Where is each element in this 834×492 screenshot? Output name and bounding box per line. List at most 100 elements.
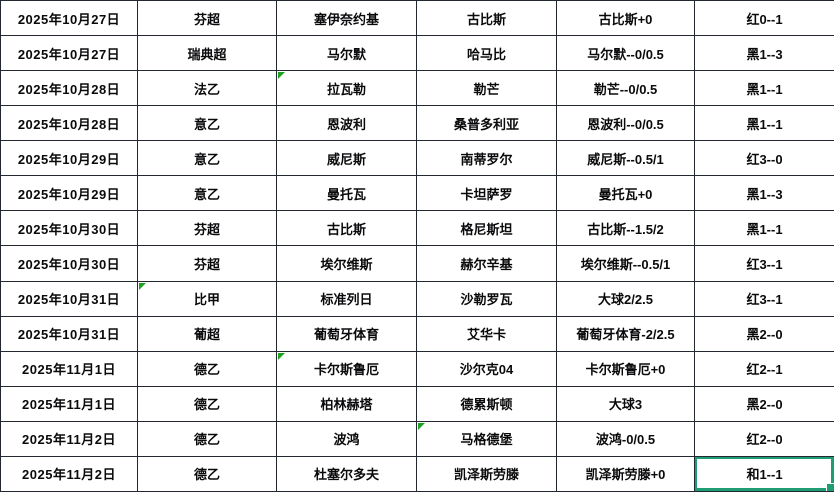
cell-home[interactable]: 塞伊奈约基	[276, 0, 417, 37]
cell-date[interactable]: 2025年10月27日	[0, 0, 138, 37]
cell-date[interactable]: 2025年10月30日	[0, 245, 138, 282]
table-row: 2025年11月1日 德乙 柏林赫塔 德累斯顿 大球3 黑2--0	[0, 385, 834, 422]
cell-handicap[interactable]: 马尔默--0/0.5	[556, 35, 695, 72]
cell-handicap[interactable]: 恩波利--0/0.5	[556, 105, 695, 142]
selected-cell-result[interactable]: 和1--1	[694, 455, 834, 492]
table-row: 2025年11月2日 德乙 杜塞尔多夫 凯泽斯劳滕 凯泽斯劳滕+0 和1--1	[0, 455, 834, 492]
cell-away[interactable]: 艾华卡	[416, 315, 557, 352]
table-row: 2025年10月27日 芬超 塞伊奈约基 古比斯 古比斯+0 红0--1	[0, 0, 834, 37]
cell-result[interactable]: 黑2--0	[694, 385, 834, 422]
cell-away[interactable]: 凯泽斯劳滕	[416, 455, 557, 492]
cell-home[interactable]: 柏林赫塔	[276, 385, 417, 422]
cell-league[interactable]: 比甲	[137, 280, 277, 317]
cell-date[interactable]: 2025年10月28日	[0, 105, 138, 142]
cell-away[interactable]: 沙尔克04	[416, 350, 557, 387]
cell-result[interactable]: 黑2--0	[694, 315, 834, 352]
cell-result[interactable]: 黑1--3	[694, 175, 834, 212]
cell-date[interactable]: 2025年10月28日	[0, 70, 138, 107]
cell-home[interactable]: 波鸿	[276, 420, 417, 457]
cell-home[interactable]: 古比斯	[276, 210, 417, 247]
cell-league[interactable]: 德乙	[137, 420, 277, 457]
cell-home[interactable]: 埃尔维斯	[276, 245, 417, 282]
table-row: 2025年10月27日 瑞典超 马尔默 哈马比 马尔默--0/0.5 黑1--3	[0, 35, 834, 72]
table-row: 2025年10月30日 芬超 古比斯 格尼斯坦 古比斯--1.5/2 黑1--1	[0, 210, 834, 247]
cell-away[interactable]: 古比斯	[416, 0, 557, 37]
table-row: 2025年10月31日 比甲 标准列日 沙勒罗瓦 大球2/2.5 红3--1	[0, 280, 834, 317]
cell-league[interactable]: 瑞典超	[137, 35, 277, 72]
cell-handicap[interactable]: 凯泽斯劳滕+0	[556, 455, 695, 492]
cell-handicap[interactable]: 卡尔斯鲁厄+0	[556, 350, 695, 387]
cell-home[interactable]: 卡尔斯鲁厄	[276, 350, 417, 387]
cell-date[interactable]: 2025年11月2日	[0, 455, 138, 492]
cell-away[interactable]: 赫尔辛基	[416, 245, 557, 282]
cell-away[interactable]: 沙勒罗瓦	[416, 280, 557, 317]
cell-date[interactable]: 2025年10月31日	[0, 315, 138, 352]
cell-home[interactable]: 曼托瓦	[276, 175, 417, 212]
cell-league[interactable]: 芬超	[137, 210, 277, 247]
cell-league[interactable]: 芬超	[137, 245, 277, 282]
cell-result[interactable]: 黑1--3	[694, 35, 834, 72]
cell-league[interactable]: 意乙	[137, 140, 277, 177]
cell-away[interactable]: 马格德堡	[416, 420, 557, 457]
cell-date[interactable]: 2025年11月1日	[0, 350, 138, 387]
cell-handicap[interactable]: 埃尔维斯--0.5/1	[556, 245, 695, 282]
cell-away[interactable]: 卡坦萨罗	[416, 175, 557, 212]
cell-league[interactable]: 德乙	[137, 455, 277, 492]
cell-home[interactable]: 葡萄牙体育	[276, 315, 417, 352]
cell-date[interactable]: 2025年10月27日	[0, 35, 138, 72]
cell-away[interactable]: 德累斯顿	[416, 385, 557, 422]
cell-away[interactable]: 哈马比	[416, 35, 557, 72]
cell-result[interactable]: 黑1--1	[694, 210, 834, 247]
cell-home[interactable]: 马尔默	[276, 35, 417, 72]
cell-league[interactable]: 芬超	[137, 0, 277, 37]
cell-handicap[interactable]: 勒芒--0/0.5	[556, 70, 695, 107]
cell-result[interactable]: 红3--1	[694, 245, 834, 282]
cell-handicap[interactable]: 曼托瓦+0	[556, 175, 695, 212]
table-row: 2025年10月29日 意乙 曼托瓦 卡坦萨罗 曼托瓦+0 黑1--3	[0, 175, 834, 212]
cell-handicap[interactable]: 大球2/2.5	[556, 280, 695, 317]
cell-result[interactable]: 红3--0	[694, 140, 834, 177]
cell-away[interactable]: 桑普多利亚	[416, 105, 557, 142]
fill-handle[interactable]	[826, 483, 834, 491]
table-row: 2025年11月2日 德乙 波鸿 马格德堡 波鸿-0/0.5 红2--0	[0, 420, 834, 457]
cell-away[interactable]: 南蒂罗尔	[416, 140, 557, 177]
cell-result[interactable]: 红0--1	[694, 0, 834, 37]
cell-handicap[interactable]: 威尼斯--0.5/1	[556, 140, 695, 177]
cell-date[interactable]: 2025年11月2日	[0, 420, 138, 457]
cell-home[interactable]: 拉瓦勒	[276, 70, 417, 107]
cell-handicap[interactable]: 大球3	[556, 385, 695, 422]
cell-result[interactable]: 红2--0	[694, 420, 834, 457]
cell-date[interactable]: 2025年10月30日	[0, 210, 138, 247]
cell-league[interactable]: 德乙	[137, 350, 277, 387]
cell-league[interactable]: 法乙	[137, 70, 277, 107]
cell-date[interactable]: 2025年10月29日	[0, 175, 138, 212]
cell-result[interactable]: 黑1--1	[694, 105, 834, 142]
cell-league[interactable]: 葡超	[137, 315, 277, 352]
table-row: 2025年10月31日 葡超 葡萄牙体育 艾华卡 葡萄牙体育-2/2.5 黑2--0	[0, 315, 834, 352]
cell-away[interactable]: 勒芒	[416, 70, 557, 107]
cell-date[interactable]: 2025年10月29日	[0, 140, 138, 177]
error-indicator-icon	[278, 352, 285, 360]
table-row: 2025年11月1日 德乙 卡尔斯鲁厄 沙尔克04 卡尔斯鲁厄+0 红2--1	[0, 350, 834, 387]
cell-league[interactable]: 德乙	[137, 385, 277, 422]
cell-result[interactable]: 黑1--1	[694, 70, 834, 107]
cell-handicap[interactable]: 古比斯--1.5/2	[556, 210, 695, 247]
cell-home[interactable]: 杜塞尔多夫	[276, 455, 417, 492]
cell-away[interactable]: 格尼斯坦	[416, 210, 557, 247]
cell-date[interactable]: 2025年11月1日	[0, 385, 138, 422]
cell-home[interactable]: 标准列日	[276, 280, 417, 317]
cell-handicap[interactable]: 葡萄牙体育-2/2.5	[556, 315, 695, 352]
cell-result[interactable]: 红2--1	[694, 350, 834, 387]
cell-home[interactable]: 恩波利	[276, 105, 417, 142]
cell-handicap[interactable]: 波鸿-0/0.5	[556, 420, 695, 457]
cell-league[interactable]: 意乙	[137, 175, 277, 212]
error-indicator-icon	[418, 422, 425, 430]
cell-handicap[interactable]: 古比斯+0	[556, 0, 695, 37]
cell-league[interactable]: 意乙	[137, 105, 277, 142]
cell-date[interactable]: 2025年10月31日	[0, 280, 138, 317]
cell-result[interactable]: 红3--1	[694, 280, 834, 317]
table-row: 2025年10月28日 意乙 恩波利 桑普多利亚 恩波利--0/0.5 黑1--1	[0, 105, 834, 142]
table-row: 2025年10月28日 法乙 拉瓦勒 勒芒 勒芒--0/0.5 黑1--1	[0, 70, 834, 107]
cell-home[interactable]: 威尼斯	[276, 140, 417, 177]
